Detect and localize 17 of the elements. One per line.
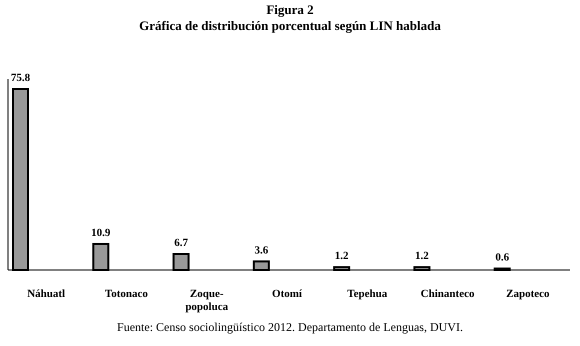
x-tick-label: Zoque-popoluca xyxy=(185,288,229,313)
x-tick-label: Chinanteco xyxy=(420,288,475,300)
chart-subtitle: Gráfica de distribución porcentual según LIN hablada xyxy=(139,18,442,33)
source-note: Fuente: Censo sociolingüístico 2012. Departamento de Lenguas, DUVI. xyxy=(117,320,463,334)
data-label: 6.7 xyxy=(174,237,188,249)
chart-title: Figura 2 xyxy=(266,2,314,17)
data-label: 1.2 xyxy=(415,250,430,262)
data-label: 75.8 xyxy=(10,72,31,84)
x-tick-label: Totonaco xyxy=(104,288,148,300)
data-label: 1.2 xyxy=(334,250,350,262)
data-label: 0.6 xyxy=(495,252,510,264)
data-label: 3.6 xyxy=(254,244,269,256)
x-tick-label: Otomí xyxy=(272,288,303,300)
x-tick-label: Tepehua xyxy=(347,288,388,300)
data-label: 10.9 xyxy=(91,226,111,239)
x-tick-label: Zapoteco xyxy=(506,288,550,300)
x-tick-label: Náhuatl xyxy=(27,288,66,300)
